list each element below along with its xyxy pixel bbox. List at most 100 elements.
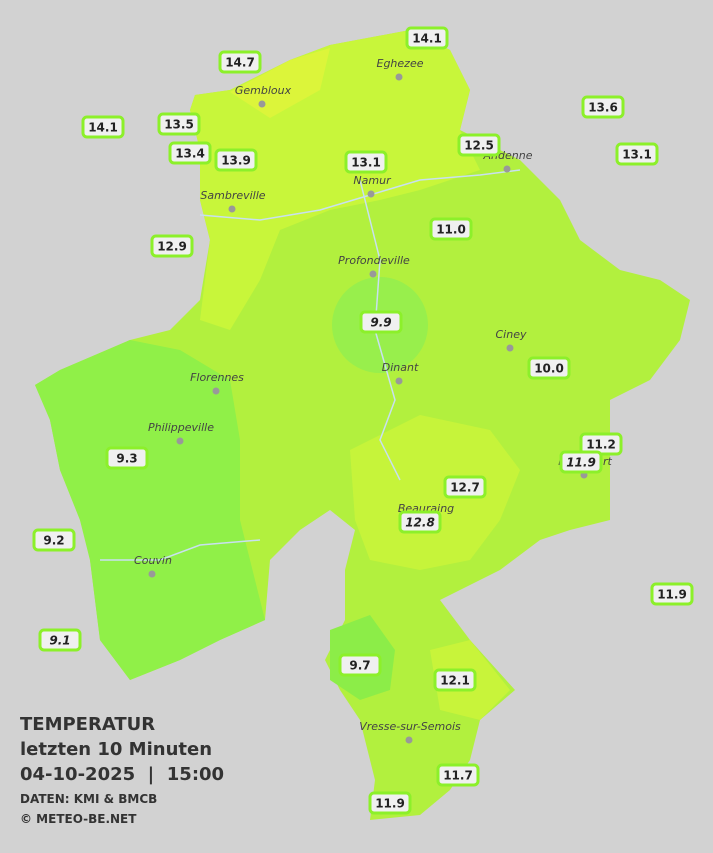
place-dot: [395, 377, 403, 385]
station-box: [38, 628, 82, 652]
station: 12.7: [443, 475, 487, 499]
station-value: 9.7: [349, 659, 370, 673]
station-box: [105, 446, 149, 470]
station-box: [650, 582, 694, 606]
station-box: [443, 475, 487, 499]
station: 13.1: [615, 142, 659, 166]
station-value: 14.7: [225, 56, 255, 70]
station: 12.8: [398, 510, 442, 534]
place-label: Gembloux: [235, 84, 292, 97]
legend: TEMPERATUR letzten 10 Minuten 04-10-2025…: [20, 714, 224, 826]
station-box: [344, 150, 388, 174]
station-box: [433, 668, 477, 692]
station-box: [581, 95, 625, 119]
station-value: 12.1: [440, 674, 470, 688]
station-value: 13.6: [588, 101, 618, 115]
place-label: Couvin: [134, 554, 172, 567]
station-box: [559, 450, 603, 474]
station-value: 13.5: [164, 118, 194, 132]
station: 9.3: [105, 446, 149, 470]
station: 14.7: [218, 50, 262, 74]
station: 11.9: [559, 450, 603, 474]
station-box: [157, 112, 201, 136]
place-dot: [369, 270, 377, 278]
place-label: Vresse-sur-Semois: [359, 720, 461, 733]
station-value: 13.9: [221, 154, 251, 168]
station-value: 13.4: [175, 147, 205, 161]
station-value: 13.1: [351, 156, 381, 170]
station: 14.1: [405, 26, 449, 50]
station-value: 12.7: [450, 481, 480, 495]
station-value: 9.9: [370, 316, 391, 330]
stations: 14.1 14.7 14.1 13.5 13.6 12.5 13.4 13.9 13.1 13.1…: [32, 26, 694, 815]
place-label: Profondeville: [338, 254, 410, 267]
station-value: 9.2: [43, 534, 64, 548]
station-value: 11.9: [566, 456, 596, 470]
station-value: 11.7: [443, 769, 473, 783]
station: 11.9: [650, 582, 694, 606]
places: EghezeeGemblouxAndenneNamurSambrevillePr…: [134, 57, 612, 744]
station-box: [368, 791, 412, 815]
legend-subtitle: letzten 10 Minuten: [20, 739, 212, 760]
station: 10.0: [527, 356, 571, 380]
station-box: [218, 50, 262, 74]
station: 14.1: [81, 115, 125, 139]
station-value: 11.2: [586, 438, 616, 452]
station: 13.1: [344, 150, 388, 174]
legend-datetime: 04-10-2025 | 15:00: [20, 764, 224, 785]
station-value: 9.3: [116, 452, 137, 466]
station-box: [405, 26, 449, 50]
place-dot: [176, 437, 184, 445]
station-value: 11.0: [436, 223, 466, 237]
place-label: Philippeville: [148, 421, 214, 434]
station: 9.1: [38, 628, 82, 652]
place-dot: [506, 344, 514, 352]
place-dot: [367, 190, 375, 198]
station-box: [398, 510, 442, 534]
legend-source: DATEN: KMI & BMCB: [20, 792, 157, 806]
station-box: [214, 148, 258, 172]
place-dot: [228, 205, 236, 213]
station-box: [436, 763, 480, 787]
station: 12.5: [457, 133, 501, 157]
station: 11.7: [436, 763, 480, 787]
station: 13.5: [157, 112, 201, 136]
place-dot: [148, 570, 156, 578]
place-label: Florennes: [190, 371, 244, 384]
station-value: 9.1: [49, 634, 70, 648]
station: 9.7: [338, 653, 382, 677]
station-value: 14.1: [88, 121, 118, 135]
station: 9.2: [32, 528, 76, 552]
station-value: 11.9: [375, 797, 405, 811]
station-value: 14.1: [412, 32, 442, 46]
place-dot: [503, 165, 511, 173]
station-box: [527, 356, 571, 380]
station-value: 12.8: [405, 516, 435, 530]
station-box: [359, 310, 403, 334]
legend-copyright: © METEO-BE.NET: [20, 812, 137, 826]
place-dot: [212, 387, 220, 395]
station-box: [615, 142, 659, 166]
station: 12.1: [433, 668, 477, 692]
legend-title: TEMPERATUR: [20, 714, 155, 735]
station-value: 12.5: [464, 139, 494, 153]
place-label: Ciney: [496, 328, 527, 341]
station: 13.4: [168, 141, 212, 165]
station-box: [457, 133, 501, 157]
station-box: [32, 528, 76, 552]
station-value: 12.9: [157, 240, 187, 254]
station-box: [150, 234, 194, 258]
station-value: 10.0: [534, 362, 564, 376]
station-box: [168, 141, 212, 165]
station: 11.2: [579, 432, 623, 456]
place-dot: [258, 100, 266, 108]
place-label: Dinant: [382, 361, 419, 374]
place-dot: [405, 736, 413, 744]
station-box: [81, 115, 125, 139]
station-value: 13.1: [622, 148, 652, 162]
station: 13.6: [581, 95, 625, 119]
station: 12.9: [150, 234, 194, 258]
station-box: [429, 217, 473, 241]
place-dot: [395, 73, 403, 81]
